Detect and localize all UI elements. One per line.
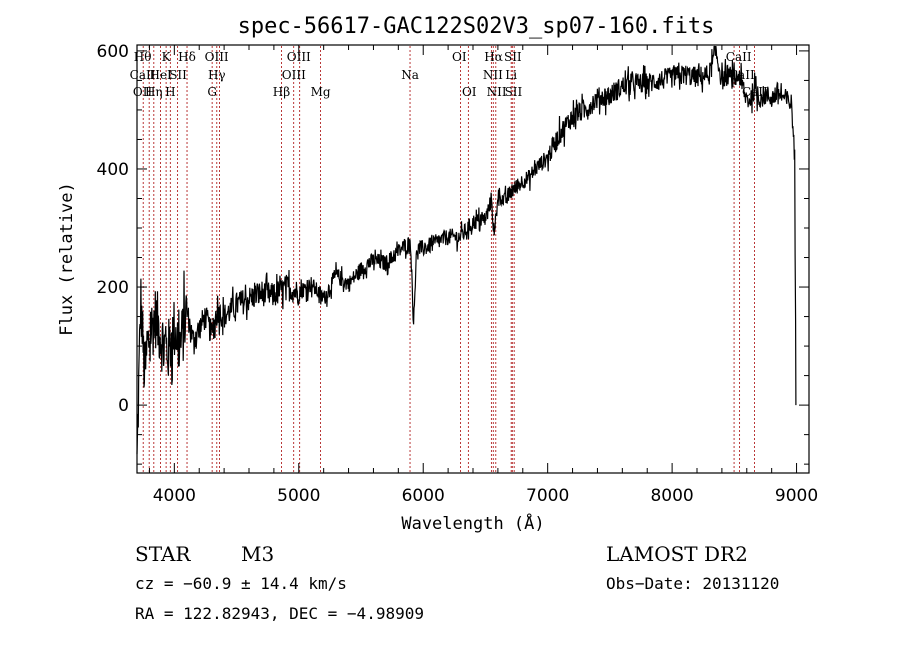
spectral-line-label: OI: [452, 50, 467, 64]
spectral-line-label: G: [207, 85, 217, 99]
y-tick-label: 400: [97, 160, 129, 180]
x-tick-label: 7000: [526, 486, 569, 506]
x-tick-label: 5000: [277, 486, 320, 506]
spectral-line-label: OIII: [205, 50, 229, 64]
spectral-line-label: OI: [462, 85, 477, 99]
ra-dec: RA = 122.82943, DEC = −4.98909: [135, 604, 424, 623]
spectral-line-label: OIII: [287, 50, 311, 64]
spectral-line-label: NII: [487, 85, 507, 99]
spectral-line-label: SII: [505, 85, 523, 99]
spectral-line-label: Na: [401, 68, 419, 82]
spectral-line-label: Hα: [484, 50, 503, 64]
chart-title: spec-56617-GAC122S02V3_sp07-160.fits: [238, 14, 715, 39]
spectrum-line: [136, 45, 797, 455]
spectral-line-label: Hβ: [273, 85, 290, 99]
obs-date: Obs−Date: 20131120: [606, 574, 779, 593]
y-tick-label: 0: [118, 396, 129, 416]
x-tick-label: 9000: [775, 486, 818, 506]
y-tick-label: 600: [97, 42, 129, 62]
y-tick-label: 200: [97, 278, 129, 298]
spectral-line-label: Hδ: [178, 50, 196, 64]
line-markers: [142, 46, 755, 472]
spectral-line-label: OIII: [282, 68, 306, 82]
spectral-line-label: SII: [504, 50, 522, 64]
spectral-line-label: Li: [505, 68, 517, 82]
x-axis: 4000 5000 6000 7000 8000 9000: [148, 45, 818, 506]
spectral-line-label: OII: [133, 85, 153, 99]
spectral-line-label: CaII: [130, 68, 156, 82]
y-axis-label: Flux (relative): [57, 182, 77, 336]
x-tick-label: 4000: [153, 486, 196, 506]
plot-frame: [136, 44, 810, 474]
spectral-line-label: HeI: [149, 68, 172, 82]
redshift-cz: cz = −60.9 ± 14.4 km/s: [135, 574, 347, 593]
spectral-line-label: NII: [483, 68, 503, 82]
object-subclass: M3: [241, 542, 274, 566]
spectral-line-label: Hγ: [208, 68, 226, 82]
spectral-line-label: Hθ: [134, 50, 152, 64]
spectral-line-label: Mg: [311, 85, 331, 99]
spectral-line-label: H: [165, 85, 175, 99]
spectral-line-label: Hη: [145, 85, 163, 99]
x-axis-label: Wavelength (Å): [401, 512, 544, 534]
spectral-line-label: K: [162, 50, 172, 64]
spectral-line-label: CaII: [726, 50, 752, 64]
y-axis: 0 200 400 600: [97, 42, 809, 465]
x-tick-label: 6000: [402, 486, 445, 506]
survey-name: LAMOST DR2: [606, 542, 748, 566]
spectral-line-label: SII: [169, 68, 187, 82]
object-class: STAR: [135, 542, 191, 566]
x-tick-label: 8000: [650, 486, 693, 506]
